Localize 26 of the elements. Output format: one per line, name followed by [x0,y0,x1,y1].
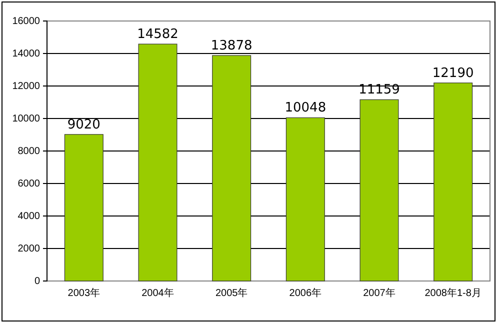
y-tick-label: 12000 [12,81,40,92]
y-tick-label: 0 [34,276,40,288]
y-tick-label: 4000 [18,211,40,222]
y-tick-label: 6000 [18,178,40,190]
y-tick-label: 16000 [12,16,40,28]
data-label: 10048 [284,100,326,116]
bar [286,117,325,282]
data-label: 14582 [137,27,178,42]
data-label: 12190 [432,66,474,81]
data-label: 9020 [67,117,100,132]
x-tick-label: 2006年 [289,287,322,299]
x-tick-label: 2005年 [215,287,248,299]
bar [212,55,252,282]
y-tick-label: 8000 [18,146,40,158]
y-tick-label: 10000 [12,114,40,125]
x-tick-label: 2008年1-8月 [424,287,482,299]
y-tick-label: 14000 [12,48,40,60]
y-tick-label: 2000 [18,244,40,255]
data-label: 13878 [210,38,252,54]
x-tick-label: 2007年 [363,287,396,299]
bar [434,82,473,282]
bar [360,99,399,282]
x-tick-label: 2003年 [68,287,100,299]
bar [138,44,178,282]
x-tick-label: 2004年 [142,287,174,299]
bar [64,134,104,282]
